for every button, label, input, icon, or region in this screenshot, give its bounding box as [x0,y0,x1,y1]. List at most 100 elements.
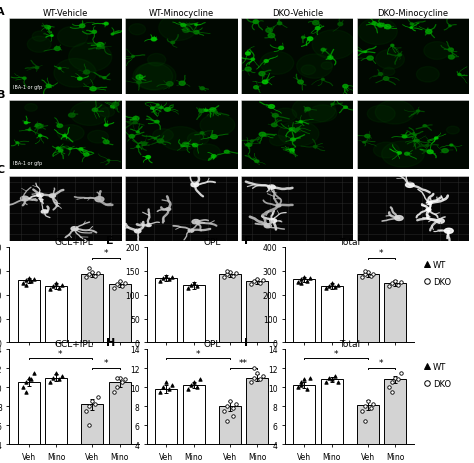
Circle shape [24,122,28,125]
Circle shape [450,145,453,147]
Bar [183,385,205,463]
Circle shape [192,220,200,225]
Circle shape [153,130,173,142]
Circle shape [291,151,294,154]
Circle shape [276,205,281,207]
Text: *: * [58,349,63,358]
Circle shape [321,63,332,70]
Circle shape [41,210,48,214]
Circle shape [372,23,376,25]
Text: WT: WT [433,260,446,269]
Circle shape [129,25,146,36]
Circle shape [191,183,199,188]
Circle shape [181,25,186,28]
Text: *: * [379,358,383,367]
Circle shape [413,135,416,136]
Circle shape [23,78,26,80]
Circle shape [37,194,43,197]
Circle shape [299,121,303,124]
Circle shape [264,224,271,228]
Bar [155,278,177,343]
Circle shape [391,45,394,47]
Circle shape [290,149,294,152]
Circle shape [398,55,401,57]
Circle shape [259,72,265,76]
Circle shape [211,135,217,139]
Circle shape [291,139,295,142]
Text: WT: WT [433,362,446,371]
Circle shape [426,31,432,35]
Circle shape [277,23,282,25]
Circle shape [296,128,300,131]
Circle shape [383,77,389,81]
Circle shape [80,25,85,29]
Circle shape [183,29,190,33]
Circle shape [264,61,268,63]
Circle shape [28,130,31,131]
Circle shape [92,109,98,112]
Circle shape [253,21,258,25]
Circle shape [142,143,147,146]
Text: *: * [334,349,338,358]
Circle shape [88,131,109,144]
Circle shape [448,56,455,60]
Circle shape [448,49,454,52]
Circle shape [104,23,108,26]
Circle shape [410,24,413,26]
Title: GCL+IPL: GCL+IPL [55,238,93,247]
Circle shape [397,152,401,155]
Circle shape [417,111,419,113]
Circle shape [367,57,374,61]
Circle shape [111,34,114,36]
Circle shape [214,112,217,114]
Circle shape [211,155,216,158]
Circle shape [268,106,274,109]
Circle shape [92,31,97,34]
Circle shape [289,128,294,131]
Circle shape [426,145,429,147]
Text: DKO: DKO [433,379,451,388]
Circle shape [268,186,275,190]
Text: I: I [244,337,248,347]
Circle shape [192,144,198,147]
Circle shape [136,76,143,80]
Circle shape [200,132,204,135]
Circle shape [32,32,47,42]
Text: C: C [0,165,5,175]
Circle shape [338,23,343,26]
Circle shape [25,104,37,112]
Text: *: * [103,358,108,367]
Text: *: * [103,249,108,258]
Bar [384,284,406,343]
Bar [356,406,379,463]
Circle shape [270,219,276,223]
Circle shape [38,135,42,138]
Circle shape [55,47,60,51]
Circle shape [69,148,72,150]
Circle shape [365,135,370,138]
Bar [45,287,67,343]
Bar [81,405,103,463]
Circle shape [424,43,450,60]
Circle shape [155,121,159,124]
Circle shape [313,146,317,148]
Circle shape [254,87,258,90]
Circle shape [246,53,250,56]
Circle shape [384,25,391,30]
Circle shape [133,64,173,91]
Circle shape [161,127,200,151]
Circle shape [382,142,424,168]
Circle shape [57,27,88,48]
Text: *: * [379,249,383,258]
Circle shape [90,88,96,92]
Circle shape [151,108,154,110]
Circle shape [308,38,313,42]
Text: IBA-1 or gfp: IBA-1 or gfp [13,85,42,90]
Circle shape [358,19,397,45]
Circle shape [204,110,208,112]
Circle shape [164,108,171,112]
Circle shape [245,68,251,72]
Circle shape [195,25,197,26]
Bar [293,385,315,463]
Circle shape [297,55,333,79]
